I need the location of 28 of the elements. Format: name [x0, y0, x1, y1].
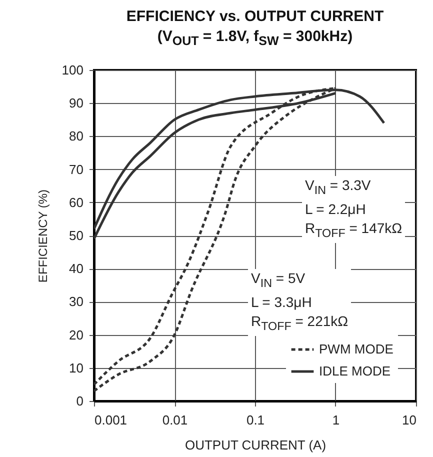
y-tick-label: 0 — [76, 394, 84, 408]
annotation: V$_{IN}$ = 5V — [251, 270, 306, 290]
y-axis-title: EFFICIENCY (%) — [36, 189, 50, 283]
x-tick-label: 0.1 — [246, 412, 265, 428]
x-tick-label: 10 — [402, 412, 416, 428]
y-tick-label: 90 — [69, 96, 84, 111]
y-tick-label: 70 — [69, 162, 84, 177]
annotation: V$_{IN}$ = 3.3V — [305, 177, 371, 197]
x-tick-label: 0.01 — [162, 412, 188, 428]
x-tick-label: 0.001 — [94, 412, 128, 428]
x-axis-title: OUTPUT CURRENT (A) — [184, 438, 326, 452]
legend-label: IDLE MODE — [319, 364, 391, 378]
annotation: R$_{TOFF}$ = 221kΩ — [251, 312, 348, 333]
y-tick-label: 20 — [69, 327, 84, 342]
annotation: L = 3.3μH — [251, 294, 312, 310]
y-tick-label: 40 — [69, 261, 84, 276]
y-tick-label: 50 — [69, 228, 84, 243]
y-tick-label: 60 — [69, 194, 84, 210]
x-tick-label: 1 — [332, 412, 340, 428]
legend-label: PWM MODE — [319, 342, 394, 356]
y-tick-label: 10 — [69, 360, 84, 376]
annotation: L = 2.2μH — [305, 200, 366, 217]
y-tick-label: 100 — [62, 62, 84, 78]
y-tick-label: 80 — [69, 128, 84, 144]
y-tick-label: 30 — [69, 294, 84, 310]
annotation: R$_{TOFF}$ = 147kΩ — [305, 220, 402, 240]
chart-subtitle: (V$_{OUT}$ = 1.8V, f$_{SW}$ = 300kHz) — [156, 28, 354, 48]
chart-title: EFFICIENCY vs. OUTPUT CURRENT — [125, 8, 385, 25]
